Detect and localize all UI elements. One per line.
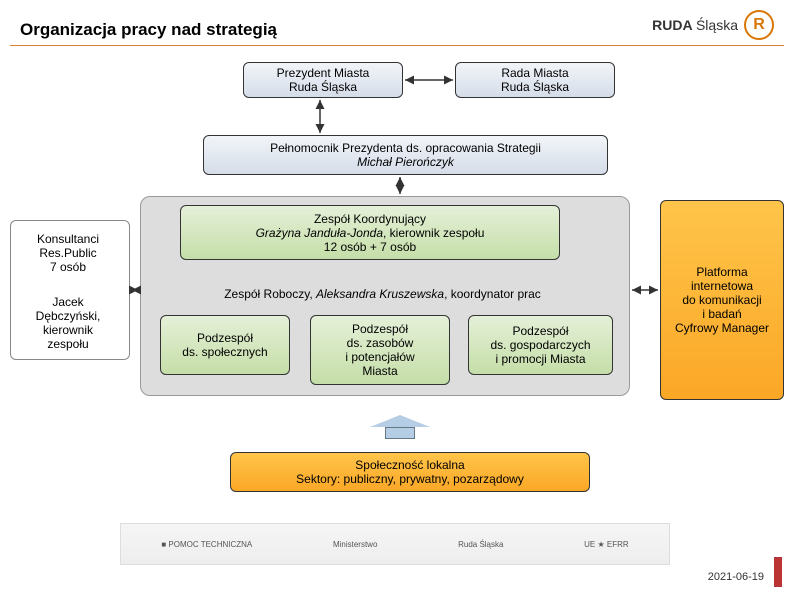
text: Rada Miasta <box>501 66 568 80</box>
text: Ruda Śląska <box>289 80 357 94</box>
thick-arrow-up-icon <box>370 415 430 439</box>
text: Platforma <box>696 265 747 279</box>
text: 12 osób + 7 osób <box>324 240 416 254</box>
text: Zespół Koordynujący <box>314 212 426 226</box>
node-jacek: Jacek Dębczyński, kierownik zespołu <box>18 288 118 358</box>
node-zespol-roboczy: Zespół Roboczy, Aleksandra Kruszewska, k… <box>155 284 610 304</box>
text: Res.Public <box>39 246 96 260</box>
text: Ruda Śląska <box>501 80 569 94</box>
text: ds. gospodarczych <box>490 338 590 352</box>
text: Konsultanci <box>37 232 99 246</box>
node-prezydent: Prezydent Miasta Ruda Śląska <box>243 62 403 98</box>
text: 7 osób <box>50 260 86 274</box>
text: Dębczyński, <box>36 309 101 323</box>
text: ds. społecznych <box>182 345 267 359</box>
footer-date: 2021-06-19 <box>708 571 764 583</box>
text: i badań <box>702 307 741 321</box>
text: Michał Pierończyk <box>357 155 454 169</box>
title-underline <box>10 45 784 46</box>
node-konsultanci: Konsultanci Res.Public 7 osób <box>18 225 118 280</box>
text: Cyfrowy Manager <box>675 321 769 335</box>
text: Sektory: publiczny, prywatny, pozarządow… <box>296 472 524 486</box>
text: Podzespół <box>197 331 253 345</box>
text: i potencjałów <box>345 350 414 364</box>
text: Prezydent Miasta <box>277 66 370 80</box>
logo-light: Śląska <box>696 17 738 33</box>
text: zespołu <box>47 337 88 351</box>
text: internetowa <box>691 279 753 293</box>
text: Pełnomocnik Prezydenta ds. opracowania S… <box>270 141 541 155</box>
text: Miasta <box>362 364 397 378</box>
text: ds. zasobów <box>347 336 414 350</box>
text: kierownik <box>43 323 93 337</box>
footer-logos: ■ POMOC TECHNICZNA Ministerstwo Ruda Ślą… <box>120 523 670 565</box>
footer-logo-1: ■ POMOC TECHNICZNA <box>161 540 252 549</box>
node-platforma: Platforma internetowa do komunikacji i b… <box>660 200 784 400</box>
node-podzespol-zasoby: Podzespół ds. zasobów i potencjałów Mias… <box>310 315 450 385</box>
text: Grażyna Janduła-Jonda, kierownik zespołu <box>256 226 485 240</box>
logo-bold: RUDA <box>652 17 692 33</box>
node-spolecznosc: Społeczność lokalna Sektory: publiczny, … <box>230 452 590 492</box>
text: Społeczność lokalna <box>355 458 464 472</box>
node-pelnomocnik: Pełnomocnik Prezydenta ds. opracowania S… <box>203 135 608 175</box>
node-zespol-koordynujacy: Zespół Koordynujący Grażyna Janduła-Jond… <box>180 205 560 260</box>
text: do komunikacji <box>682 293 761 307</box>
text: Podzespół <box>352 322 408 336</box>
node-rada: Rada Miasta Ruda Śląska <box>455 62 615 98</box>
text: Zespół Roboczy, Aleksandra Kruszewska, k… <box>224 287 541 301</box>
footer-logo-3: Ruda Śląska <box>458 540 503 549</box>
text: Podzespół <box>512 324 568 338</box>
node-podzespol-gospodarczy: Podzespół ds. gospodarczych i promocji M… <box>468 315 613 375</box>
footer-accent-bar <box>774 557 782 587</box>
node-podzespol-spoleczny: Podzespół ds. społecznych <box>160 315 290 375</box>
footer-logo-2: Ministerstwo <box>333 540 377 549</box>
text: Jacek <box>52 295 83 309</box>
text: i promocji Miasta <box>495 352 585 366</box>
footer-logo-4: UE ★ EFRR <box>584 540 629 549</box>
page-title: Organizacja pracy nad strategią <box>20 20 277 40</box>
brand-logo: RUDA Śląska R <box>652 10 774 40</box>
logo-icon: R <box>744 10 774 40</box>
